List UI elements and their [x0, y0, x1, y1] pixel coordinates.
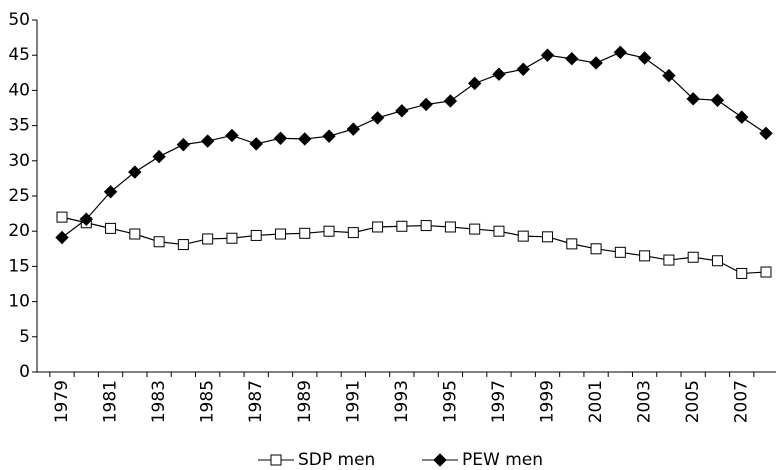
x-tick-label: 1983: [149, 380, 169, 423]
point: [153, 236, 165, 248]
point: [200, 134, 215, 148]
point: [565, 52, 579, 66]
point: [250, 229, 262, 241]
point: [177, 239, 189, 251]
x-tick-label: 2003: [635, 380, 655, 423]
point: [249, 137, 263, 151]
point: [202, 233, 214, 245]
point: [420, 220, 432, 232]
point: [516, 62, 530, 76]
point: [152, 149, 166, 164]
y-tick-label: 25: [8, 186, 30, 206]
point: [566, 238, 578, 250]
point: [542, 231, 554, 243]
x-tick-label: 1981: [101, 380, 121, 423]
point: [419, 97, 433, 112]
series-line: [61, 51, 767, 239]
point: [370, 111, 385, 125]
point: [176, 137, 191, 152]
series-line: [61, 216, 767, 275]
point: [517, 230, 529, 242]
point: [105, 222, 117, 234]
point: [322, 129, 336, 143]
point: [55, 230, 69, 245]
y-tick-label: 35: [8, 116, 30, 136]
point: [274, 228, 286, 240]
point: [687, 251, 699, 263]
point: [639, 250, 651, 262]
point: [226, 232, 238, 244]
point: [736, 267, 748, 279]
point: [444, 221, 456, 233]
point: [735, 110, 749, 124]
point: [613, 45, 628, 60]
x-tick-label: 1991: [343, 380, 363, 423]
x-tick-label: 1979: [52, 380, 72, 423]
point: [128, 165, 142, 179]
legend-label: PEW men: [462, 450, 543, 470]
point: [711, 255, 723, 267]
point: [467, 76, 482, 91]
x-tick-label: 2005: [683, 380, 703, 423]
point: [590, 243, 602, 255]
y-tick-label: 15: [8, 256, 30, 276]
y-tick-label: 0: [19, 362, 30, 382]
x-tick-label: 1985: [198, 380, 218, 423]
point: [663, 254, 675, 266]
point: [614, 246, 626, 258]
point: [443, 94, 458, 108]
point: [346, 122, 361, 136]
x-tick-label: 1995: [440, 380, 460, 423]
legend-marker: [433, 453, 447, 467]
x-tick-label: 1999: [538, 380, 558, 423]
x-tick-label: 2001: [586, 380, 606, 423]
point: [273, 131, 288, 145]
point: [710, 93, 725, 107]
point: [589, 56, 603, 70]
x-tick-label: 2007: [732, 380, 752, 423]
y-tick-label: 50: [8, 10, 30, 30]
point: [395, 104, 409, 118]
point: [79, 212, 93, 226]
point: [103, 185, 118, 199]
y-tick-label: 5: [19, 327, 30, 347]
point: [493, 225, 505, 237]
point: [129, 228, 141, 240]
point: [396, 220, 408, 232]
x-tick-label: 1997: [489, 380, 509, 423]
x-tick-label: 1993: [392, 380, 412, 423]
y-tick-label: 40: [8, 80, 30, 100]
y-tick-label: 45: [8, 45, 30, 65]
point: [492, 67, 506, 81]
point: [347, 227, 359, 239]
point: [759, 126, 773, 141]
y-tick-label: 30: [8, 151, 30, 171]
legend-marker: [270, 454, 282, 466]
point: [299, 227, 311, 239]
point: [372, 221, 384, 233]
point: [637, 51, 652, 65]
point: [56, 211, 68, 223]
point: [323, 225, 335, 237]
x-tick-label: 1987: [246, 380, 266, 423]
point: [469, 223, 481, 235]
y-tick-label: 10: [8, 292, 30, 312]
x-tick-label: 1989: [295, 380, 315, 423]
point: [662, 68, 676, 83]
point: [686, 92, 700, 106]
point: [760, 266, 772, 278]
point: [298, 132, 312, 146]
point: [225, 128, 239, 143]
point: [540, 48, 555, 62]
y-tick-label: 20: [8, 221, 30, 241]
legend-label: SDP men: [298, 450, 375, 470]
